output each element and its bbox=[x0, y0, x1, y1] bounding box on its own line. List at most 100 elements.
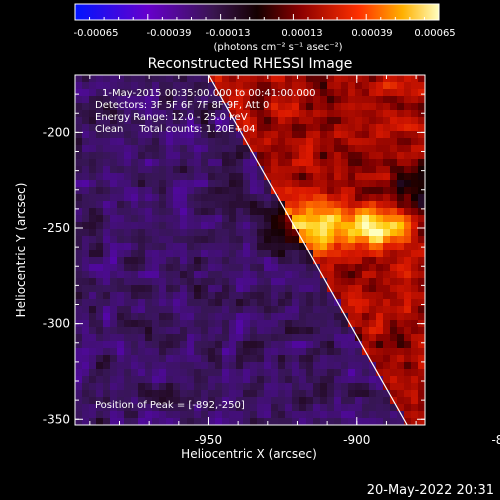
heatmap-cell bbox=[250, 348, 258, 356]
heatmap-cell bbox=[271, 117, 279, 125]
heatmap-cell bbox=[278, 257, 286, 265]
heatmap-cell bbox=[152, 236, 160, 244]
heatmap-cell bbox=[397, 222, 405, 230]
heatmap-cell bbox=[173, 103, 181, 111]
heatmap-cell bbox=[320, 173, 328, 181]
heatmap-cell bbox=[194, 292, 202, 300]
heatmap-cell bbox=[418, 103, 425, 111]
heatmap-cell bbox=[390, 334, 398, 342]
heatmap-cell bbox=[75, 117, 83, 125]
heatmap-cell bbox=[320, 376, 328, 384]
heatmap-cell bbox=[82, 159, 90, 167]
heatmap-cell bbox=[299, 355, 307, 363]
heatmap-cell bbox=[383, 89, 391, 97]
heatmap-cell bbox=[131, 369, 139, 377]
heatmap-cell bbox=[383, 313, 391, 321]
heatmap-cell bbox=[166, 320, 174, 328]
heatmap-cell bbox=[285, 390, 293, 398]
heatmap-cell bbox=[117, 82, 125, 90]
heatmap-cell bbox=[313, 306, 321, 314]
heatmap-cell bbox=[173, 418, 181, 425]
heatmap-cell bbox=[257, 208, 265, 216]
heatmap-cell bbox=[292, 320, 300, 328]
heatmap-cell bbox=[201, 271, 209, 279]
heatmap-cell bbox=[131, 355, 139, 363]
heatmap-cell bbox=[257, 320, 265, 328]
heatmap-cell bbox=[89, 215, 97, 223]
heatmap-cell bbox=[173, 138, 181, 146]
heatmap-cell bbox=[187, 124, 195, 132]
heatmap-cell bbox=[348, 89, 356, 97]
heatmap-cell bbox=[292, 201, 300, 209]
heatmap-cell bbox=[96, 390, 104, 398]
heatmap-cell bbox=[327, 166, 335, 174]
heatmap-cell bbox=[131, 215, 139, 223]
heatmap-cell bbox=[299, 397, 307, 405]
heatmap-cell bbox=[271, 75, 279, 83]
heatmap-cell bbox=[355, 75, 363, 83]
heatmap-cell bbox=[327, 194, 335, 202]
heatmap-cell bbox=[320, 362, 328, 370]
heatmap-cell bbox=[334, 320, 342, 328]
heatmap-cell bbox=[264, 292, 272, 300]
heatmap-cell bbox=[152, 390, 160, 398]
heatmap-cell bbox=[103, 187, 111, 195]
heatmap-cell bbox=[103, 299, 111, 307]
heatmap-cell bbox=[75, 376, 83, 384]
heatmap-cell bbox=[166, 250, 174, 258]
heatmap-cell bbox=[278, 152, 286, 160]
x-axis-label: Heliocentric X (arcsec) bbox=[181, 447, 317, 461]
heatmap-cell bbox=[166, 355, 174, 363]
heatmap-cell bbox=[103, 180, 111, 188]
heatmap-cell bbox=[110, 292, 118, 300]
heatmap-cell bbox=[418, 131, 425, 139]
heatmap-cell bbox=[362, 271, 370, 279]
heatmap-cell bbox=[369, 208, 377, 216]
heatmap-cell bbox=[355, 369, 363, 377]
heatmap-cell bbox=[313, 341, 321, 349]
heatmap-cell bbox=[159, 124, 167, 132]
peak-label: Position of Peak = [-892,-250] bbox=[95, 400, 245, 411]
heatmap-cell bbox=[187, 75, 195, 83]
heatmap-cell bbox=[187, 257, 195, 265]
heatmap-cell bbox=[131, 264, 139, 272]
heatmap-cell bbox=[292, 404, 300, 412]
heatmap-cell bbox=[236, 250, 244, 258]
heatmap-cell bbox=[124, 383, 132, 391]
heatmap-cell bbox=[306, 173, 314, 181]
heatmap-cell bbox=[194, 145, 202, 153]
heatmap-cell bbox=[229, 411, 237, 419]
heatmap-cell bbox=[131, 278, 139, 286]
heatmap-cell bbox=[201, 110, 209, 118]
heatmap-cell bbox=[243, 397, 251, 405]
heatmap-cell bbox=[82, 96, 90, 104]
heatmap-cell bbox=[82, 194, 90, 202]
heatmap-cell bbox=[229, 138, 237, 146]
heatmap-cell bbox=[124, 376, 132, 384]
heatmap-cell bbox=[166, 89, 174, 97]
heatmap-cell bbox=[75, 313, 83, 321]
heatmap-cell bbox=[152, 229, 160, 237]
heatmap-cell bbox=[271, 229, 279, 237]
heatmap-cell bbox=[229, 152, 237, 160]
heatmap-cell bbox=[257, 145, 265, 153]
heatmap-cell bbox=[369, 96, 377, 104]
heatmap-cell bbox=[138, 320, 146, 328]
heatmap-cell bbox=[96, 355, 104, 363]
heatmap-cell bbox=[138, 404, 146, 412]
heatmap-cell bbox=[145, 243, 153, 251]
heatmap-cell bbox=[89, 369, 97, 377]
heatmap-cell bbox=[327, 418, 335, 425]
heatmap-cell bbox=[159, 82, 167, 90]
heatmap-cell bbox=[327, 222, 335, 230]
heatmap-cell bbox=[236, 124, 244, 132]
heatmap-cell bbox=[138, 208, 146, 216]
heatmap-cell bbox=[222, 124, 230, 132]
heatmap-cell bbox=[229, 404, 237, 412]
heatmap-cell bbox=[215, 166, 223, 174]
heatmap-cell bbox=[264, 278, 272, 286]
heatmap-cell bbox=[313, 75, 321, 83]
heatmap-cell bbox=[82, 187, 90, 195]
heatmap-cell bbox=[201, 166, 209, 174]
heatmap-cell bbox=[292, 306, 300, 314]
